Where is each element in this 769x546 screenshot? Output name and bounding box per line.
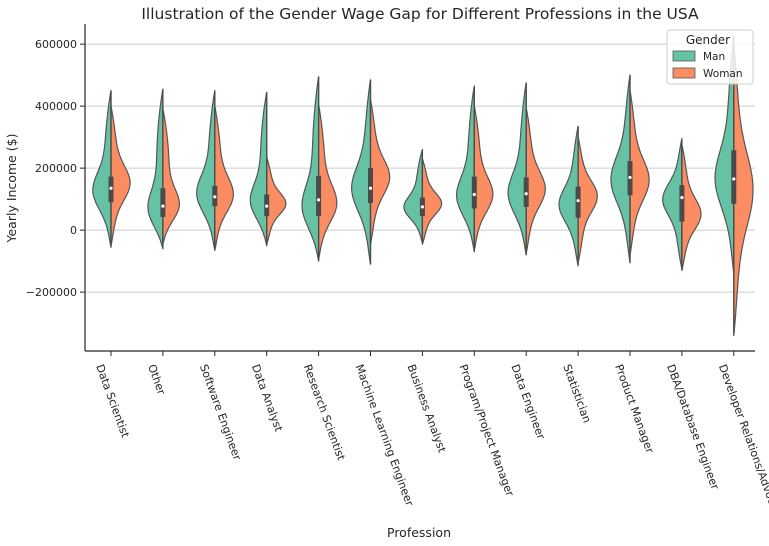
- violin-half-man-machine-learning-engineer: [351, 79, 372, 265]
- tick-labels: −200000 0 200000 400000 600000 Data Scientist…: [26, 38, 769, 524]
- violin-other: [147, 88, 180, 250]
- median-dot: [109, 186, 113, 190]
- violin-half-woman-data-scientist: [110, 105, 131, 247]
- x-tick-label: Data Engineer: [508, 363, 547, 442]
- violin-half-man-other: [147, 88, 164, 250]
- violin-half-man-software-engineer: [196, 90, 216, 251]
- violin-half-man-research-scientist: [301, 76, 320, 262]
- iqr-box: [368, 168, 373, 203]
- y-tick-label: 400000: [35, 100, 77, 113]
- median-dot: [420, 205, 424, 209]
- chart-title: Illustration of the Gender Wage Gap for …: [141, 5, 699, 23]
- iqr-box: [160, 188, 166, 217]
- violin-dba-database-engineer: [662, 138, 702, 271]
- violin-half-woman-dba-database-engineer: [681, 144, 702, 271]
- median-dot: [368, 186, 373, 190]
- violin-half-woman-machine-learning-engineer: [369, 99, 391, 245]
- x-tick-label: Data Scientist: [93, 363, 132, 440]
- legend-label-woman: Woman: [703, 68, 743, 80]
- x-tick-label: Machine Learning Engineer: [353, 363, 417, 509]
- legend-swatch-man: [672, 50, 696, 62]
- violin-half-man-data-scientist: [92, 90, 112, 248]
- violin-business-analyst: [403, 148, 443, 245]
- violins: [92, 35, 754, 337]
- violin-machine-learning-engineer: [351, 79, 391, 265]
- legend: Gender Man Woman: [666, 29, 754, 85]
- iqr-box: [471, 176, 477, 209]
- median-dot: [161, 204, 165, 208]
- violin-half-woman-statistician: [577, 136, 598, 264]
- violin-half-woman-business-analyst: [421, 158, 443, 245]
- violin-half-woman-other: [162, 108, 180, 245]
- x-tick-label: Business Analyst: [405, 363, 449, 455]
- median-dot: [628, 175, 632, 180]
- x-tick-label: Developer Relations/Advocacy: [716, 363, 769, 525]
- median-dot: [524, 192, 528, 196]
- violin-research-scientist: [301, 76, 338, 262]
- iqr-box: [679, 185, 685, 222]
- violin-half-woman-software-engineer: [214, 105, 234, 251]
- iqr-box: [316, 175, 322, 217]
- violin-half-man-data-analyst: [249, 91, 268, 247]
- violin-half-man-dba-database-engineer: [662, 138, 683, 270]
- iqr-box: [731, 150, 737, 204]
- violin-half-woman-data-analyst: [266, 156, 287, 245]
- x-tick-label: Statistician: [560, 363, 593, 425]
- median-dot: [265, 204, 269, 208]
- violin-half-woman-developer-relations-advocacy: [733, 43, 754, 337]
- violin-half-woman-research-scientist: [318, 104, 338, 261]
- x-tick-label: Data Analyst: [249, 363, 286, 434]
- median-dot: [576, 199, 580, 203]
- legend-title: Gender: [686, 33, 730, 47]
- violin-data-engineer: [507, 82, 546, 256]
- median-dot: [732, 177, 736, 181]
- y-tick-label: 200000: [35, 162, 77, 175]
- y-tick-label: −200000: [26, 286, 77, 299]
- legend-swatch-woman: [672, 67, 696, 79]
- median-dot: [680, 195, 684, 200]
- violin-product-manager: [610, 74, 650, 264]
- violin-half-woman-product-manager: [629, 90, 650, 256]
- y-tick-label: 600000: [35, 38, 77, 51]
- violin-data-analyst: [249, 91, 287, 247]
- x-tick-label: Product Manager: [612, 363, 656, 456]
- x-tick-label: Program/Project Manager: [456, 363, 516, 499]
- violin-half-man-statistician: [558, 125, 579, 267]
- median-dot: [317, 198, 321, 202]
- violin-half-man-program-project-manager: [456, 85, 475, 253]
- violin-program-project-manager: [456, 85, 494, 253]
- violin-statistician: [558, 125, 598, 267]
- legend-label-man: Man: [703, 51, 725, 63]
- violin-half-man-product-manager: [610, 74, 631, 264]
- violin-half-woman-data-engineer: [525, 107, 546, 254]
- median-dot: [213, 195, 217, 199]
- violin-half-woman-program-project-manager: [473, 105, 494, 251]
- y-axis-label: Yearly Income ($): [4, 134, 19, 244]
- violin-half-man-business-analyst: [403, 148, 423, 244]
- x-axis-label: Profession: [387, 525, 451, 540]
- x-tick-label: DBA/Database Engineer: [664, 363, 722, 492]
- x-tick-label: Software Engineer: [197, 363, 244, 463]
- y-tick-label: 0: [70, 224, 77, 237]
- violin-half-man-data-engineer: [507, 82, 527, 256]
- violin-data-scientist: [92, 90, 131, 248]
- x-tick-label: Other: [145, 363, 168, 397]
- axes: [84, 24, 755, 352]
- violin-software-engineer: [196, 90, 234, 251]
- median-dot: [472, 192, 476, 197]
- x-tick-label: Research Scientist: [301, 363, 348, 463]
